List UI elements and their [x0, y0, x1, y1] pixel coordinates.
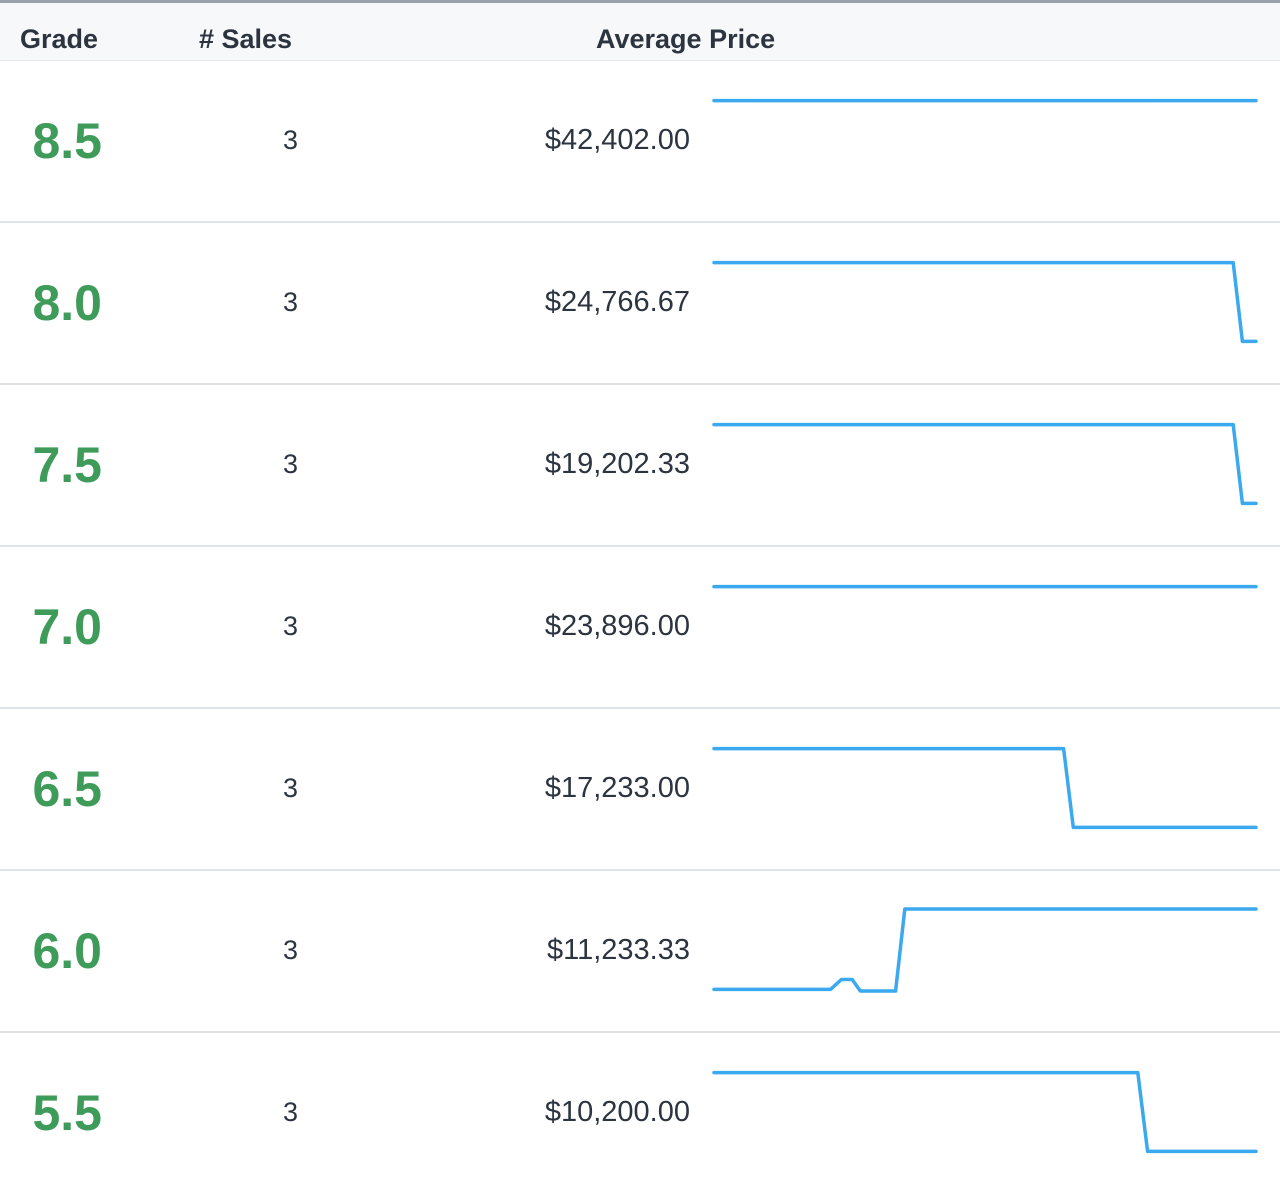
table-row[interactable]: 7.5 3 $19,202.33: [0, 385, 1280, 547]
table-row[interactable]: 5.5 3 $10,200.00: [0, 1033, 1280, 1182]
grade-value: 5.5: [32, 1085, 102, 1141]
sales-count: 3: [282, 1097, 298, 1127]
grade-value: 8.0: [32, 275, 102, 331]
table-row[interactable]: 8.5 3 $42,402.00: [0, 61, 1280, 223]
price-trend-sparkline: [712, 98, 1258, 103]
average-price: $11,233.33: [547, 934, 690, 966]
sales-count: 3: [282, 773, 298, 803]
grade-value: 7.5: [32, 437, 102, 493]
average-price: $10,200.00: [544, 1096, 690, 1128]
average-price: $24,766.67: [544, 286, 690, 318]
table-row[interactable]: 7.0 3 $23,896.00: [0, 547, 1280, 709]
sparkline-path: [712, 422, 1258, 506]
grade-value: 7.0: [32, 599, 102, 655]
column-header-average-price[interactable]: Average Price: [596, 24, 776, 54]
price-trend-sparkline: [712, 584, 1258, 589]
price-trend-sparkline: [712, 260, 1258, 344]
sparkline-path: [712, 746, 1258, 830]
grade-value: 6.0: [32, 923, 102, 979]
table-header: Grade # Sales Average Price: [0, 3, 1280, 61]
price-trend-sparkline: [712, 746, 1258, 830]
sparkline-path: [712, 1070, 1258, 1154]
grade-value: 8.5: [32, 113, 102, 169]
grade-value: 6.5: [32, 761, 102, 817]
sales-count: 3: [282, 935, 298, 965]
sales-count: 3: [282, 287, 298, 317]
table-row[interactable]: 6.0 3 $11,233.33: [0, 871, 1280, 1033]
table-row[interactable]: 8.0 3 $24,766.67: [0, 223, 1280, 385]
average-price: $17,233.00: [544, 772, 690, 804]
sales-count: 3: [282, 449, 298, 479]
column-header-sales[interactable]: # Sales: [199, 24, 293, 54]
average-price: $19,202.33: [544, 448, 690, 480]
table-row[interactable]: 6.5 3 $17,233.00: [0, 709, 1280, 871]
price-trend-sparkline: [712, 422, 1258, 506]
sparkline-path: [712, 260, 1258, 344]
sparkline-path: [712, 907, 1258, 993]
sales-count: 3: [282, 125, 298, 155]
price-trend-sparkline: [712, 1070, 1258, 1154]
sales-count: 3: [282, 611, 298, 641]
column-header-grade[interactable]: Grade: [20, 24, 99, 54]
average-price: $23,896.00: [544, 610, 690, 642]
average-price: $42,402.00: [544, 124, 690, 156]
price-trend-sparkline: [712, 907, 1258, 993]
